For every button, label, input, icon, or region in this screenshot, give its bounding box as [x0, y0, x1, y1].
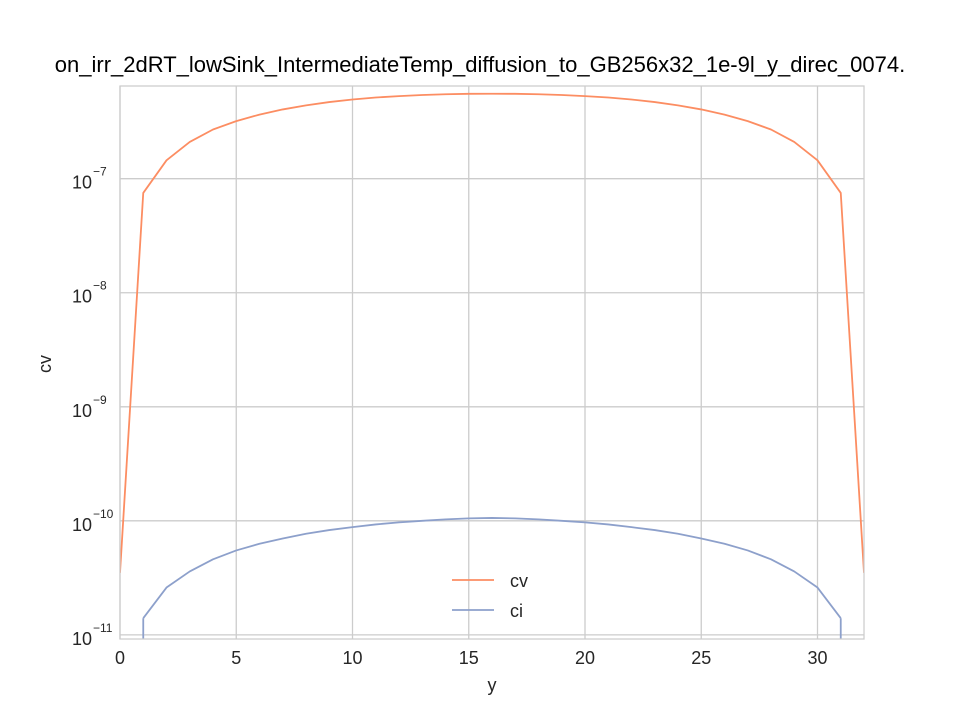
x-tick-label: 25	[691, 648, 711, 668]
y-tick-base: 10	[72, 629, 92, 649]
y-tick-base: 10	[72, 173, 92, 193]
legend-label: ci	[510, 601, 523, 621]
series-lines	[120, 92, 864, 639]
series-line-cv	[120, 92, 864, 573]
legend: cv ci	[452, 571, 528, 621]
y-tick-exponent: −7	[93, 165, 107, 179]
x-tick-label: 10	[342, 648, 362, 668]
y-tick-exponent: −10	[93, 507, 114, 521]
y-tick-label: 10−11	[72, 621, 113, 649]
y-tick-label: 10−8	[72, 279, 107, 307]
plot-frame	[119, 85, 865, 640]
x-tick-label: 0	[115, 648, 125, 668]
y-tick-exponent: −11	[93, 621, 113, 635]
x-tick-label: 15	[459, 648, 479, 668]
y-tick-base: 10	[72, 287, 92, 307]
y-tick-base: 10	[72, 401, 92, 421]
x-tick-label: 30	[807, 648, 827, 668]
y-tick-exponent: −9	[93, 393, 107, 407]
legend-entry-ci: ci	[452, 601, 523, 621]
x-tick-labels: 0 5 10 15 20 25 30	[115, 648, 828, 668]
legend-label: cv	[510, 571, 528, 591]
legend-entry-cv: cv	[452, 571, 528, 591]
y-tick-exponent: −8	[93, 279, 107, 293]
plot-area	[120, 86, 864, 639]
y-tick-base: 10	[72, 515, 92, 535]
series-line-ci	[142, 517, 842, 619]
chart-title: on_irr_2dRT_lowSink_IntermediateTemp_dif…	[55, 52, 905, 77]
x-tick-label: 20	[575, 648, 595, 668]
x-axis-label: y	[488, 675, 497, 695]
grid	[119, 86, 864, 639]
y-tick-label: 10−10	[72, 507, 114, 535]
y-tick-label: 10−7	[72, 165, 107, 193]
y-axis-label: cv	[35, 355, 55, 373]
y-tick-label: 10−9	[72, 393, 107, 421]
x-tick-label: 5	[231, 648, 241, 668]
